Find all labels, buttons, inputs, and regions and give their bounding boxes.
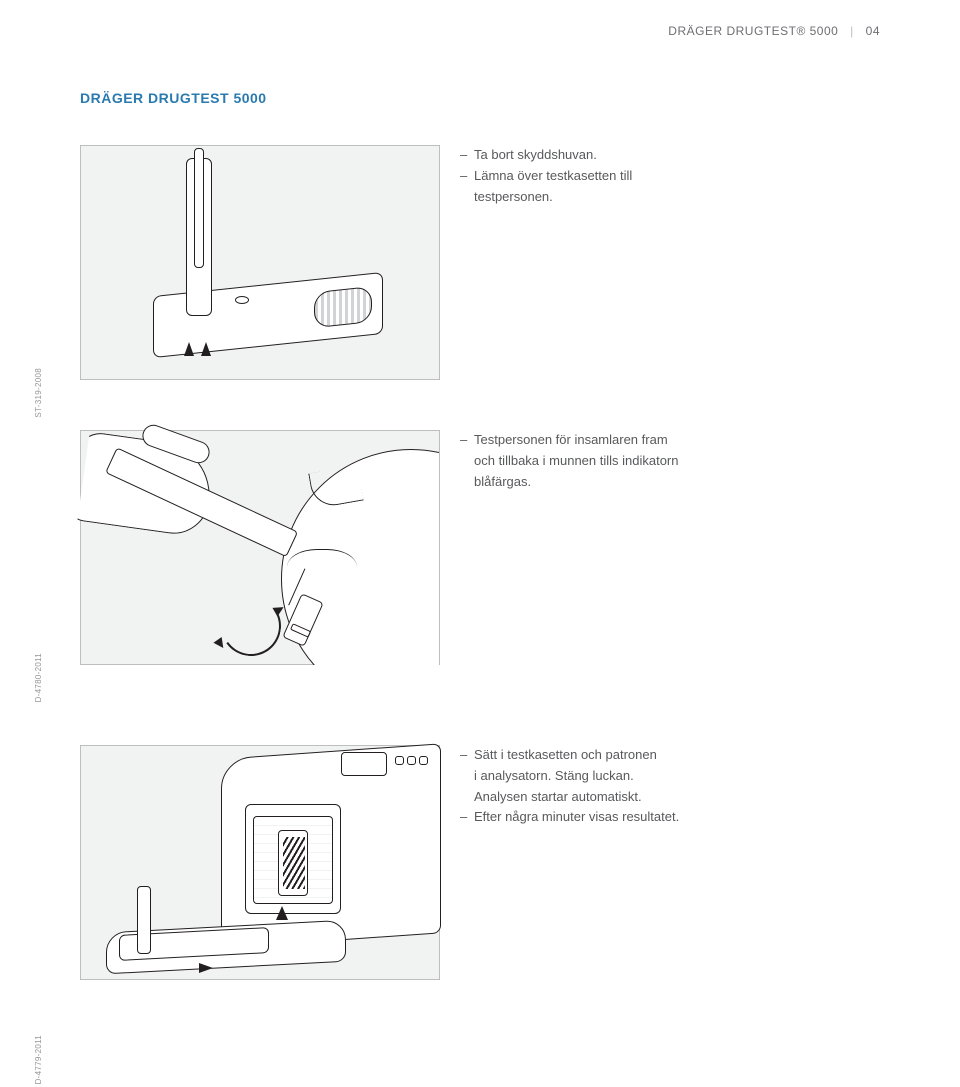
- header-page-number: 04: [866, 24, 880, 38]
- bullet-dash: –: [460, 807, 474, 828]
- arrow-up-icon: [276, 906, 288, 920]
- arrow-up-icon: [184, 342, 194, 356]
- header-brand: DRÄGER DRUGTEST® 5000: [668, 24, 838, 38]
- step-2: – Testpersonen för insamlaren fram och t…: [80, 430, 679, 665]
- bullet-dash: –: [460, 745, 474, 807]
- collector-stick-icon: [194, 148, 204, 268]
- step-2-line-1a: Testpersonen för insamlaren fram: [474, 432, 668, 447]
- bullet-dash: –: [460, 430, 474, 492]
- step-3-line-1a: Sätt i testkasetten och patronen: [474, 747, 657, 762]
- step-3-line-2: Efter några minuter visas resultatet.: [474, 807, 679, 828]
- bullet-dash: –: [460, 145, 474, 166]
- step-2-line-1b: och tillbaka i munnen tills indikatorn: [474, 453, 679, 468]
- step-3: – Sätt i testkasetten och patronen i ana…: [80, 745, 679, 980]
- section-title: DRÄGER DRUGTEST 5000: [80, 90, 267, 106]
- cassette-button-icon: [235, 296, 249, 304]
- step-3-line-1c: Analysen startar automatiskt.: [474, 789, 642, 804]
- motion-arrow-icon: [216, 591, 286, 661]
- step-1: – Ta bort skyddshuvan. – Lämna över test…: [80, 145, 632, 380]
- analyzer-screen-icon: [341, 752, 387, 776]
- arrow-up-icon: [201, 342, 211, 356]
- step-2-line-1c: blåfärgas.: [474, 474, 531, 489]
- illustration-3: [80, 745, 440, 980]
- cartridge-icon: [278, 830, 308, 896]
- step-1-line-2b: testpersonen.: [474, 189, 553, 204]
- step-1-text: – Ta bort skyddshuvan. – Lämna över test…: [460, 145, 632, 380]
- illustration-1: [80, 145, 440, 380]
- step-3-line-1b: i analysatorn. Stäng luckan.: [474, 768, 634, 783]
- step-1-line-1: Ta bort skyddshuvan.: [474, 145, 597, 166]
- header-separator: |: [850, 24, 854, 38]
- step-3-text: – Sätt i testkasetten och patronen i ana…: [460, 745, 679, 980]
- analyzer-buttons-icon: [395, 756, 429, 774]
- image-code-1: ST-319-2008: [34, 368, 43, 418]
- step-2-text: – Testpersonen för insamlaren fram och t…: [460, 430, 679, 665]
- cassette-pole-icon: [137, 886, 151, 954]
- image-code-3: D-4779-2011: [34, 1035, 43, 1084]
- illustration-2: [80, 430, 440, 665]
- image-code-2: D-4780-2011: [34, 653, 43, 702]
- page-header: DRÄGER DRUGTEST® 5000 | 04: [668, 24, 880, 38]
- step-1-line-2a: Lämna över testkasetten till: [474, 168, 632, 183]
- bullet-dash: –: [460, 166, 474, 208]
